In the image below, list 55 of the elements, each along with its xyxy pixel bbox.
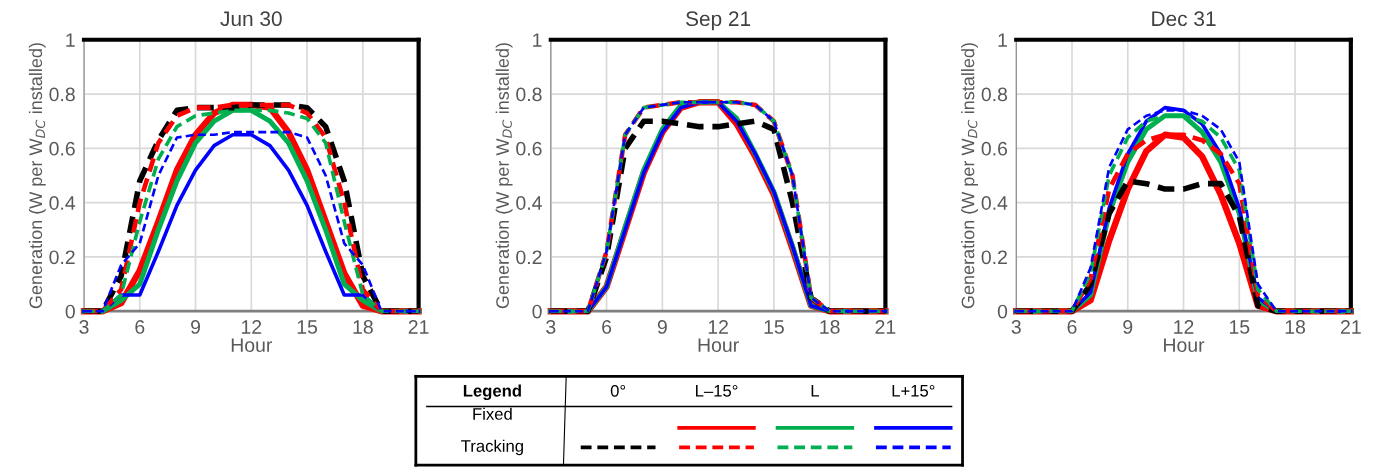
text: Legend xyxy=(463,384,521,401)
y-axis-title: Generation (W per W$_{DC}$ installed) xyxy=(495,43,513,309)
x-tick-label: 12 xyxy=(241,320,262,334)
y-tick-label: 1 xyxy=(66,33,75,47)
x-tick-label: 21 xyxy=(1341,320,1361,334)
y-tick-label: 0.2 xyxy=(981,250,1007,265)
y-tick-label: 0 xyxy=(997,304,1008,319)
y-axis-title: Generation (W per W$_{DC}$ installed) xyxy=(28,43,46,309)
x-tick-label: 3 xyxy=(1011,320,1021,334)
x-tick-label: 18 xyxy=(1285,320,1306,334)
x-axis-title: Hour xyxy=(698,338,739,352)
category-label: 0° xyxy=(610,384,626,397)
y-tick-label: 0.8 xyxy=(49,87,75,102)
y-tick-label: 0.2 xyxy=(516,250,542,265)
category-label: Tracking xyxy=(461,439,523,456)
y-tick-label: 1 xyxy=(533,33,542,47)
x-tick-label: 6 xyxy=(602,320,612,334)
category-label: L–15° xyxy=(696,384,738,397)
y-tick-label: 0.2 xyxy=(49,250,75,265)
chart-title: Jun 30 xyxy=(220,11,282,27)
x-tick-label: 12 xyxy=(708,320,728,334)
y-tick-label: 0.8 xyxy=(981,87,1008,102)
y-tick-label: 0.4 xyxy=(516,196,542,210)
y-tick-label: 1 xyxy=(998,33,1007,47)
x-tick-label: 18 xyxy=(820,320,840,334)
x-tick-label: 6 xyxy=(135,320,145,334)
x-tick-label: 15 xyxy=(1229,320,1250,334)
y-tick-label: 0.6 xyxy=(49,141,75,156)
x-tick-label: 6 xyxy=(1067,320,1077,334)
x-tick-label: 9 xyxy=(1123,320,1133,334)
y-tick-label: 0 xyxy=(532,304,542,319)
x-tick-label: 15 xyxy=(764,320,784,334)
x-tick-label: 9 xyxy=(657,320,667,334)
chart-title: Dec 31 xyxy=(1152,11,1216,27)
x-tick-label: 9 xyxy=(191,320,201,334)
y-tick-label: 0.4 xyxy=(49,196,76,210)
y-tick-label: 0.6 xyxy=(981,141,1008,156)
category-label: L xyxy=(811,385,819,397)
x-axis-title: Hour xyxy=(231,338,273,352)
x-tick-label: 12 xyxy=(1174,320,1194,334)
x-tick-label: 3 xyxy=(79,320,89,334)
x-tick-label: 21 xyxy=(875,320,896,334)
y-tick-label: 0.6 xyxy=(516,141,542,156)
y-tick-label: 0 xyxy=(65,304,75,319)
x-tick-label: 18 xyxy=(353,320,373,334)
y-tick-label: 0.8 xyxy=(516,87,542,102)
category-label: Fixed xyxy=(473,407,512,420)
x-axis-title: Hour xyxy=(1164,338,1205,352)
category-label: L+15° xyxy=(892,384,935,397)
x-tick-label: 3 xyxy=(546,320,556,334)
x-tick-label: 21 xyxy=(408,320,429,334)
x-tick-label: 15 xyxy=(297,320,318,334)
y-axis-title: Generation (W per W$_{DC}$ installed) xyxy=(961,43,978,309)
y-tick-label: 0.4 xyxy=(981,196,1008,210)
chart-title: Sep 21 xyxy=(686,11,751,31)
